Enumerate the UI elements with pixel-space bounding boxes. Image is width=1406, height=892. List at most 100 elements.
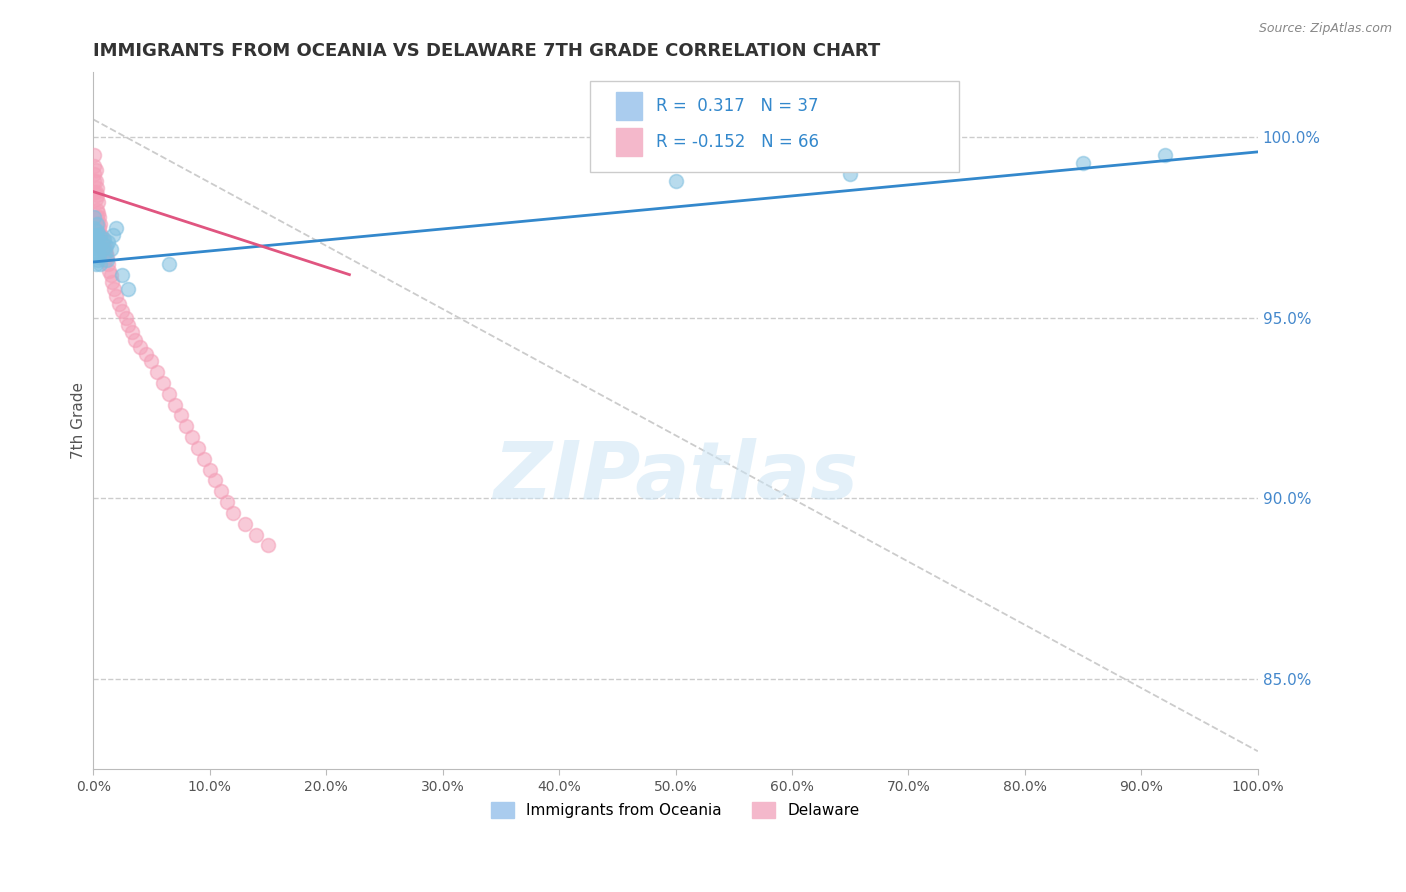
Point [87, 227, 110, 242]
Point [86, 188, 108, 202]
Point [83, 167, 105, 181]
Point [245, 527, 267, 541]
Point [90, 235, 112, 249]
Point [100, 268, 122, 282]
FancyBboxPatch shape [616, 92, 641, 120]
Point [257, 538, 280, 552]
Point [111, 303, 134, 318]
Point [87, 206, 110, 220]
Point [152, 376, 174, 390]
Point [87, 231, 110, 245]
Point [83, 227, 105, 242]
FancyBboxPatch shape [591, 81, 959, 172]
Point [96, 253, 118, 268]
Point [84, 174, 107, 188]
Point [187, 441, 209, 455]
FancyBboxPatch shape [616, 128, 641, 156]
Point [146, 365, 169, 379]
Point [105, 289, 128, 303]
Point [128, 340, 150, 354]
Point [87, 220, 110, 235]
Point [94, 246, 117, 260]
Point [157, 257, 180, 271]
Point [96, 250, 118, 264]
Point [83, 159, 105, 173]
Point [94, 253, 117, 268]
Point [87, 231, 110, 245]
Point [91, 231, 114, 245]
Point [209, 484, 232, 499]
Text: ZIPatlas: ZIPatlas [494, 438, 858, 516]
Point [233, 516, 256, 531]
Point [83, 210, 105, 224]
Point [114, 310, 136, 325]
Point [93, 231, 115, 245]
Point [141, 354, 163, 368]
Point [101, 275, 124, 289]
Point [86, 220, 108, 235]
Point [93, 250, 115, 264]
Point [105, 220, 128, 235]
Point [87, 250, 110, 264]
Point [89, 217, 111, 231]
Point [91, 243, 114, 257]
Point [89, 257, 111, 271]
Point [83, 148, 105, 162]
Point [87, 210, 110, 224]
Legend: Immigrants from Oceania, Delaware: Immigrants from Oceania, Delaware [485, 797, 866, 824]
Text: R = -0.152   N = 66: R = -0.152 N = 66 [655, 133, 818, 151]
Text: Source: ZipAtlas.com: Source: ZipAtlas.com [1258, 22, 1392, 36]
Point [89, 227, 111, 242]
Point [163, 398, 186, 412]
Point [101, 227, 124, 242]
Point [222, 506, 245, 520]
Point [86, 224, 108, 238]
Point [86, 238, 108, 252]
Text: R =  0.317   N = 37: R = 0.317 N = 37 [655, 97, 818, 115]
Y-axis label: 7th Grade: 7th Grade [72, 383, 86, 459]
Point [86, 210, 108, 224]
Point [204, 474, 226, 488]
Point [83, 174, 105, 188]
Point [86, 217, 108, 231]
Point [84, 185, 107, 199]
Point [169, 409, 191, 423]
Point [121, 326, 143, 340]
Point [87, 195, 110, 210]
Point [217, 495, 239, 509]
Point [86, 227, 108, 242]
Point [193, 451, 215, 466]
Point [664, 174, 686, 188]
Point [135, 347, 157, 361]
Point [84, 235, 107, 249]
Point [93, 238, 115, 252]
Point [97, 235, 120, 249]
Point [94, 238, 117, 252]
Point [198, 462, 221, 476]
Point [87, 243, 110, 257]
Point [83, 185, 105, 199]
Point [157, 386, 180, 401]
Point [90, 238, 112, 252]
Point [87, 253, 110, 268]
Point [94, 246, 117, 260]
Point [111, 268, 134, 282]
Point [124, 333, 146, 347]
Point [84, 162, 107, 177]
Point [181, 430, 204, 444]
Point [83, 220, 105, 235]
Point [84, 192, 107, 206]
Point [103, 282, 125, 296]
Point [107, 296, 129, 310]
Point [86, 181, 108, 195]
Text: IMMIGRANTS FROM OCEANIA VS DELAWARE 7TH GRADE CORRELATION CHART: IMMIGRANTS FROM OCEANIA VS DELAWARE 7TH … [93, 42, 880, 60]
Point [87, 227, 110, 242]
Point [100, 243, 122, 257]
Point [98, 264, 121, 278]
Point [87, 217, 110, 231]
Point [84, 257, 107, 271]
Point [86, 246, 108, 260]
Point [839, 167, 862, 181]
Point [89, 238, 111, 252]
Point [90, 227, 112, 242]
